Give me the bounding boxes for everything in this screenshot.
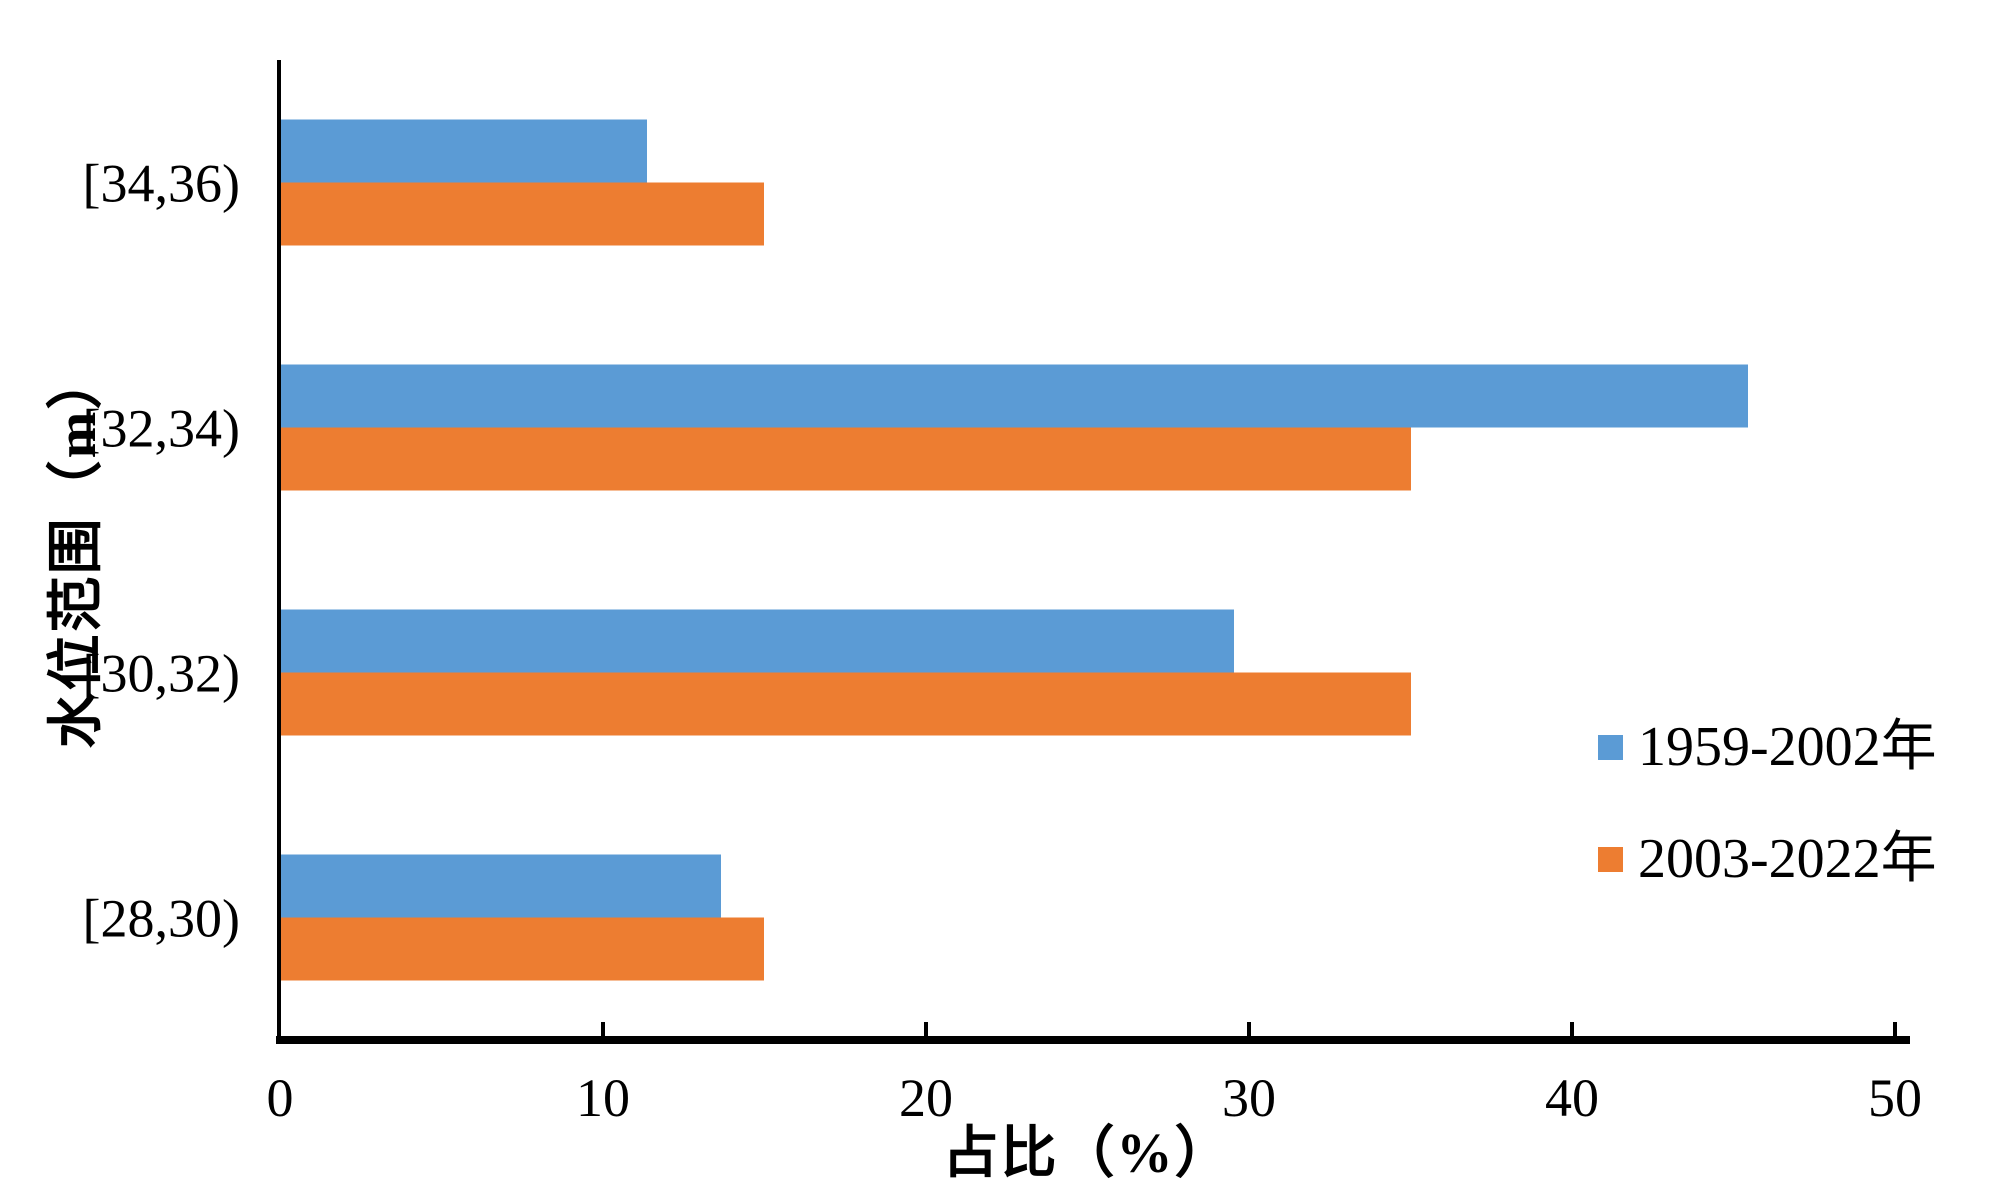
x-tick-label-40: 40 xyxy=(1545,1068,1599,1128)
y-axis-title: 水位范围（m） xyxy=(45,352,108,749)
bar-series0-cat3 xyxy=(280,854,721,918)
bar-series1-cat2 xyxy=(280,672,1411,736)
legend-swatch-series0 xyxy=(1598,735,1623,760)
bar-series0-cat1 xyxy=(280,364,1748,428)
y-category-label-2: [30,32) xyxy=(83,644,240,704)
x-tick-label-20: 20 xyxy=(899,1068,953,1128)
x-axis-title: 占比（%） xyxy=(943,1122,1233,1185)
y-category-label-0: [34,36) xyxy=(83,154,240,214)
legend-label-series0: 1959-2002年 xyxy=(1638,716,1937,778)
bar-series0-cat0 xyxy=(280,119,647,183)
x-tick-mark-40 xyxy=(1570,1022,1574,1040)
bar-series1-cat0 xyxy=(280,182,764,246)
y-category-label-3: [28,30) xyxy=(83,889,240,949)
legend-label-series1: 2003-2022年 xyxy=(1638,828,1937,890)
y-category-label-1: [32,34) xyxy=(83,399,240,459)
x-axis-line xyxy=(276,1036,1910,1044)
x-tick-mark-30 xyxy=(1247,1022,1251,1040)
y-axis-line xyxy=(277,60,281,1040)
x-tick-mark-10 xyxy=(601,1022,605,1040)
x-tick-label-0: 0 xyxy=(267,1068,294,1128)
x-tick-label-30: 30 xyxy=(1222,1068,1276,1128)
x-tick-label-10: 10 xyxy=(576,1068,630,1128)
bar-series1-cat3 xyxy=(280,917,764,981)
bar-series1-cat1 xyxy=(280,427,1411,491)
x-tick-label-50: 50 xyxy=(1868,1068,1922,1128)
legend-swatch-series1 xyxy=(1598,847,1623,872)
x-tick-mark-20 xyxy=(924,1022,928,1040)
bar-series0-cat2 xyxy=(280,609,1234,673)
x-tick-mark-50 xyxy=(1893,1022,1897,1040)
